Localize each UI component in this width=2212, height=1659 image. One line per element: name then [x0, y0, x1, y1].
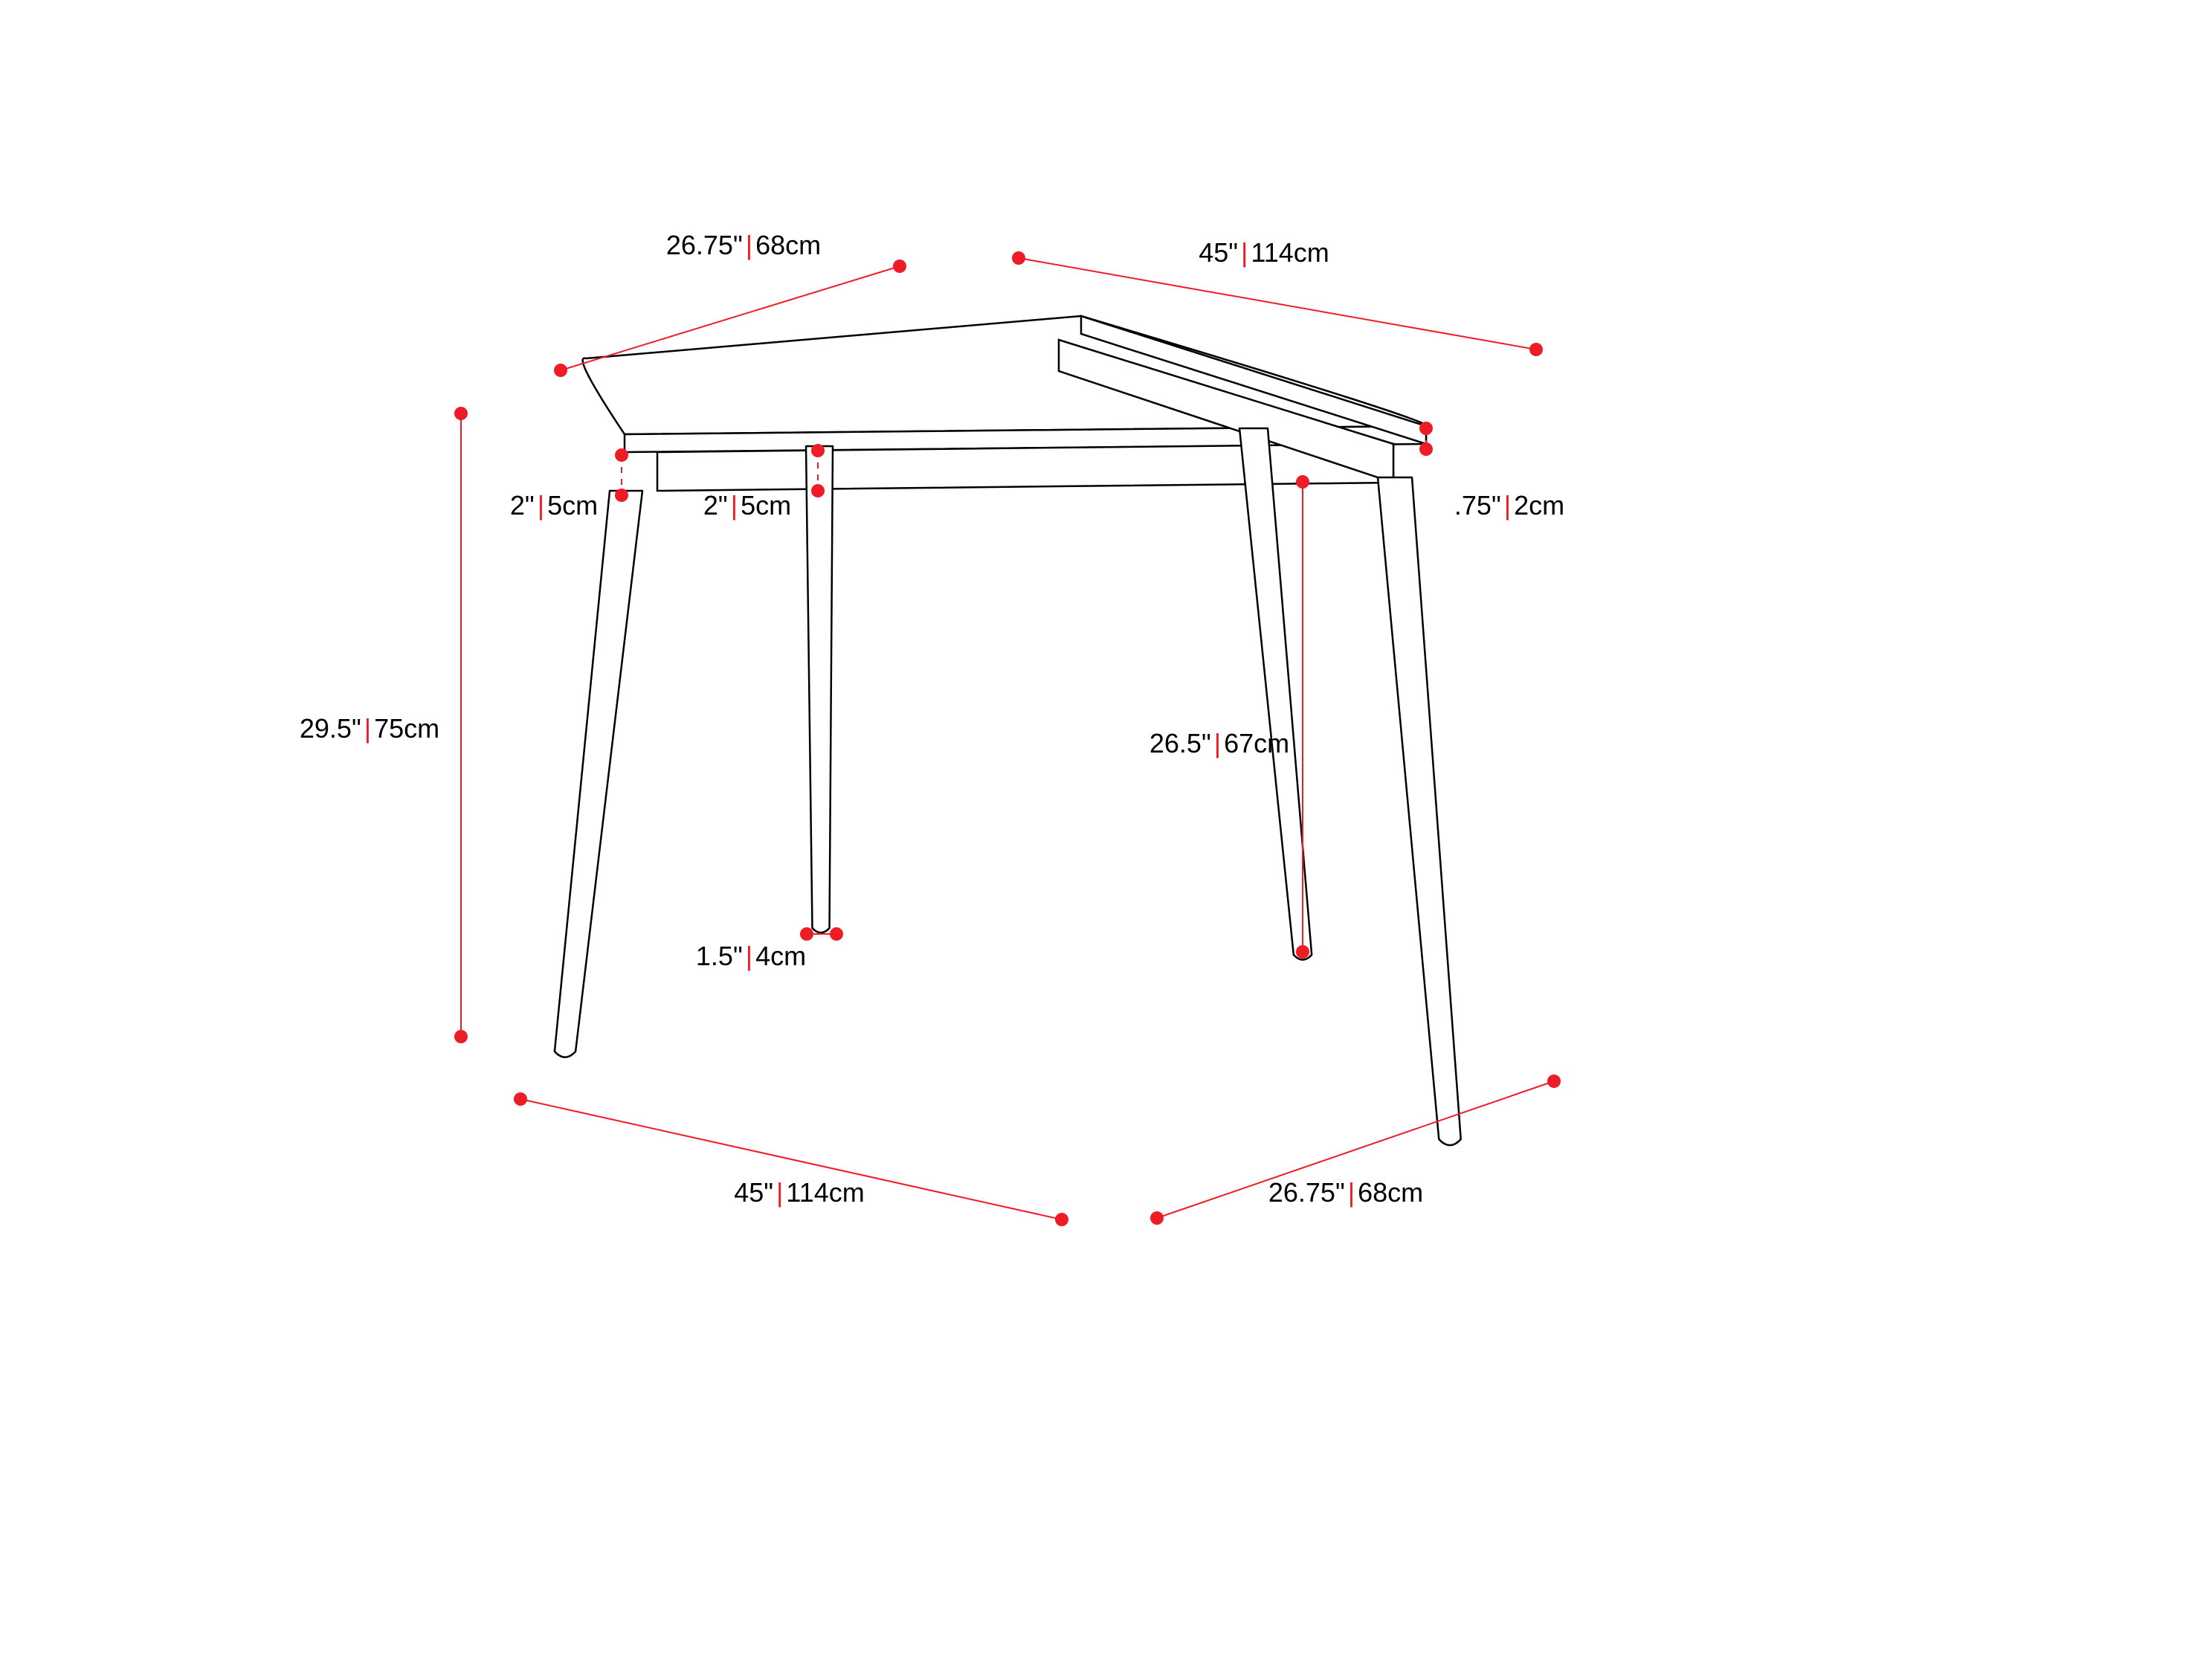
dim-imperial: 2" [703, 490, 728, 521]
dim-imperial: 45" [1199, 237, 1238, 268]
dim-separator: | [743, 230, 755, 260]
dim-separator: | [728, 490, 741, 521]
dim-metric: 5cm [547, 490, 598, 521]
dim-separator: | [361, 713, 374, 744]
dim-height_total [454, 407, 468, 1043]
dim-separator: | [773, 1177, 786, 1208]
dim-separator: | [535, 490, 547, 521]
dim-metric: 75cm [374, 713, 439, 744]
dim-metric: 5cm [741, 490, 791, 521]
dim-label-width_bottom: 45"|114cm [734, 1177, 865, 1208]
dim-metric: 67cm [1224, 728, 1289, 758]
dim-metric: 4cm [755, 941, 806, 971]
dim-separator: | [743, 941, 755, 971]
dim-imperial: 2" [510, 490, 535, 521]
dim-metric: 114cm [1251, 237, 1329, 268]
table-leg [1378, 477, 1461, 1145]
dim-metric: 68cm [755, 230, 821, 260]
dim-label-leg_width: 1.5"|4cm [696, 941, 806, 972]
dim-separator: | [1211, 728, 1224, 758]
dim-label-height_total: 29.5"|75cm [300, 713, 439, 744]
dim-label-depth_top: 26.75"|68cm [666, 230, 821, 261]
dimension-diagram [0, 0, 2212, 1659]
dim-metric: 114cm [786, 1177, 864, 1208]
dim-label-top_thick: .75"|2cm [1454, 490, 1564, 521]
dim-separator: | [1501, 490, 1514, 521]
dim-imperial: 29.5" [300, 713, 361, 744]
dim-separator: | [1238, 237, 1251, 268]
dim-label-apron_mid: 2"|5cm [703, 490, 791, 521]
dim-imperial: 26.75" [1268, 1177, 1345, 1208]
dim-separator: | [1345, 1177, 1358, 1208]
dim-imperial: 45" [734, 1177, 773, 1208]
dim-label-width_top: 45"|114cm [1199, 237, 1329, 268]
dim-metric: 68cm [1358, 1177, 1423, 1208]
dim-label-depth_bottom: 26.75"|68cm [1268, 1177, 1423, 1208]
dim-label-leg_height: 26.5"|67cm [1149, 728, 1289, 759]
table-leg [1239, 428, 1312, 960]
table-outline [555, 316, 1461, 1145]
dim-apron_left [615, 448, 628, 502]
dim-metric: 2cm [1514, 490, 1564, 521]
dim-imperial: 1.5" [696, 941, 743, 971]
table-leg [806, 446, 833, 932]
table-leg [555, 491, 642, 1057]
dim-imperial: 26.5" [1149, 728, 1211, 758]
dim-label-apron_left: 2"|5cm [510, 490, 598, 521]
dim-imperial: .75" [1454, 490, 1501, 521]
dim-imperial: 26.75" [666, 230, 743, 260]
